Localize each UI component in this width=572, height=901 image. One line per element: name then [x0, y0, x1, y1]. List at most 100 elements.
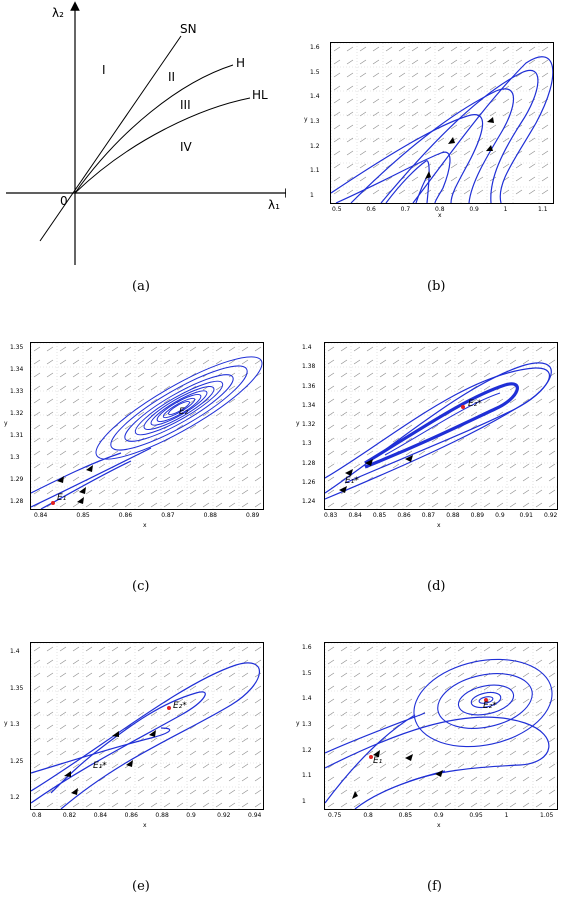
direction-arrow — [202, 476, 210, 482]
direction-arrow — [522, 763, 530, 769]
direction-arrow — [405, 424, 413, 430]
direction-arrow — [46, 489, 54, 495]
direction-arrow — [176, 672, 184, 678]
flow-arrow — [352, 791, 358, 799]
direction-arrow — [470, 672, 478, 678]
direction-arrow — [353, 724, 361, 730]
direction-arrow — [548, 346, 556, 352]
direction-arrow — [340, 385, 348, 391]
direction-arrow — [405, 750, 413, 756]
direction-arrow — [228, 411, 236, 417]
direction-arrow — [254, 711, 262, 717]
flow-arrow — [71, 788, 78, 795]
direction-arrow — [496, 489, 504, 495]
direction-arrow — [509, 789, 517, 795]
x-tick-label: 0.91 — [519, 512, 533, 519]
direction-arrow — [366, 698, 374, 704]
direction-arrow — [392, 776, 400, 782]
direction-arrow — [444, 672, 452, 678]
direction-arrow — [489, 46, 497, 52]
direction-arrow — [327, 437, 335, 443]
direction-arrow — [137, 724, 145, 730]
direction-arrow — [124, 646, 132, 652]
direction-arrow — [111, 346, 119, 352]
panel-d: E₁* E₂* x y (d) 0.83 0.84 0.85 0.86 0.87 0.88… — [292, 336, 572, 606]
direction-arrow — [457, 476, 465, 482]
y-tick-label: 1.4 — [302, 344, 312, 351]
trajectory — [31, 727, 171, 774]
direction-arrow — [509, 737, 517, 743]
direction-arrow — [502, 163, 510, 169]
trajectory — [31, 447, 152, 508]
direction-arrow — [392, 646, 400, 652]
direction-arrow — [476, 163, 484, 169]
direction-arrow — [340, 450, 348, 456]
direction-arrow — [483, 437, 491, 443]
direction-arrow — [457, 646, 465, 652]
direction-arrow — [470, 776, 478, 782]
direction-arrow — [189, 463, 197, 469]
direction-arrow — [379, 385, 387, 391]
direction-arrow — [522, 685, 530, 691]
direction-arrow — [124, 359, 132, 365]
direction-arrow — [353, 437, 361, 443]
direction-arrow — [392, 398, 400, 404]
direction-arrow — [385, 59, 393, 65]
direction-arrow — [59, 737, 67, 743]
flow-arrow — [365, 459, 373, 466]
direction-arrow — [254, 750, 262, 756]
direction-arrow — [254, 424, 262, 430]
direction-arrow — [470, 450, 478, 456]
y-tick-label: 1 — [302, 798, 306, 805]
direction-arrow — [327, 398, 335, 404]
direction-arrow — [398, 163, 406, 169]
direction-arrow — [489, 137, 497, 143]
trajectories — [31, 356, 263, 509]
direction-arrow — [228, 489, 236, 495]
direction-arrow — [202, 646, 210, 652]
direction-arrow — [515, 46, 523, 52]
direction-arrow — [46, 411, 54, 417]
direction-arrow — [502, 46, 510, 52]
panel-a: λ₂ λ₁ 0 SN H HL I II III IV (a) — [0, 0, 286, 300]
direction-arrow — [228, 776, 236, 782]
direction-arrow — [483, 346, 491, 352]
direction-arrow — [346, 98, 354, 104]
direction-arrow — [33, 385, 41, 391]
direction-arrow — [346, 72, 354, 78]
direction-arrow — [535, 372, 543, 378]
direction-arrow — [392, 502, 400, 508]
direction-arrow — [85, 372, 93, 378]
direction-arrow — [124, 698, 132, 704]
direction-arrow — [379, 763, 387, 769]
direction-arrow — [528, 85, 536, 91]
direction-arrow — [98, 698, 106, 704]
direction-arrow — [522, 346, 530, 352]
direction-arrow — [522, 724, 530, 730]
direction-arrow — [176, 476, 184, 482]
direction-arrow — [98, 411, 106, 417]
direction-arrow — [489, 150, 497, 156]
trajectory — [31, 662, 260, 809]
direction-arrow — [241, 685, 249, 691]
direction-arrow — [254, 398, 262, 404]
direction-arrow — [483, 502, 491, 508]
direction-arrow — [72, 502, 80, 508]
direction-arrow — [228, 502, 236, 508]
trajectory — [325, 716, 550, 784]
direction-arrow — [98, 385, 106, 391]
direction-arrow — [59, 372, 67, 378]
direction-arrow — [241, 789, 249, 795]
region-4-label: IV — [180, 140, 192, 154]
direction-arrow — [385, 111, 393, 117]
direction-arrow — [33, 346, 41, 352]
direction-arrow — [548, 489, 556, 495]
direction-arrow — [46, 646, 54, 652]
direction-arrow — [33, 411, 41, 417]
direction-arrow — [535, 672, 543, 678]
x-tick-label: 0.7 — [400, 206, 411, 213]
direction-arrow — [124, 711, 132, 717]
direction-arrow — [327, 724, 335, 730]
direction-arrow — [431, 802, 439, 808]
direction-arrow — [111, 450, 119, 456]
